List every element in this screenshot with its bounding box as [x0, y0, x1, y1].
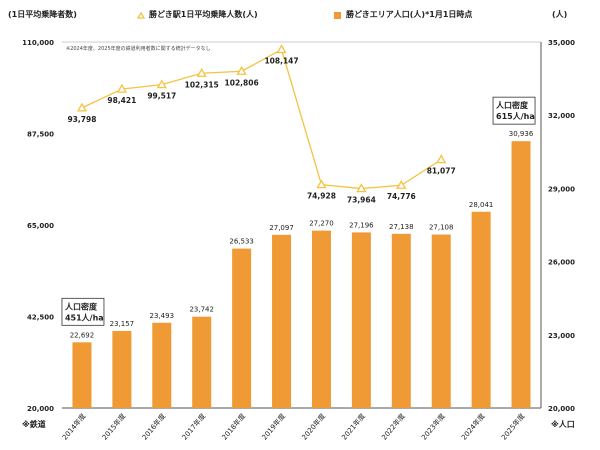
- line-point: [276, 44, 287, 54]
- x-tick-label: 2016年度: [140, 412, 167, 442]
- line-value-label: 108,147: [264, 57, 298, 66]
- line-value-label: 99,517: [147, 92, 176, 101]
- legend-bar-label: 勝どきエリア人口(人)*1月1日時点: [346, 9, 472, 19]
- line-point: [356, 183, 367, 193]
- line-value-label: 102,806: [225, 78, 259, 87]
- left-tick-label: 110,000: [22, 39, 54, 47]
- x-tick-label: 2019年度: [260, 412, 287, 442]
- bar: [112, 330, 132, 408]
- line-value-label: 102,315: [185, 80, 219, 89]
- line-point: [436, 154, 447, 164]
- legend-triangle-icon: [136, 11, 146, 19]
- left-footnote: ※鉄道: [22, 419, 46, 429]
- line-value-label: 81,077: [427, 167, 456, 176]
- bar-value-label: 23,742: [189, 306, 214, 314]
- x-tick-label: 2018年度: [220, 412, 247, 442]
- bar: [192, 316, 212, 408]
- right-tick-label: 35,000: [548, 39, 575, 47]
- bar-value-label: 27,108: [429, 224, 454, 232]
- bar-value-label: 23,493: [150, 312, 175, 320]
- annotation-text: 人口密度: [65, 301, 98, 311]
- bar: [391, 233, 411, 408]
- right-tick-label: 29,000: [548, 185, 575, 193]
- bar-value-label: 26,533: [229, 238, 254, 246]
- x-tick-label: 2015年度: [100, 412, 127, 442]
- annotation-text: 615人/ha: [496, 111, 535, 121]
- bar: [351, 232, 371, 408]
- right-tick-label: 32,000: [548, 112, 575, 120]
- right-tick-label: 20,000: [548, 405, 575, 413]
- annotation-text: 451人/ha: [65, 312, 104, 322]
- line-value-label: 74,776: [387, 192, 416, 201]
- line-point: [236, 65, 247, 75]
- bar: [152, 322, 172, 408]
- bar-value-label: 27,138: [389, 223, 414, 231]
- left-tick-label: 87,500: [27, 131, 54, 139]
- right-tick-label: 26,000: [548, 259, 575, 267]
- bar: [431, 234, 451, 408]
- right-axis-label: (人): [552, 9, 567, 19]
- legend-line-label: 勝どき駅1日平均乗降人数(人): [149, 9, 258, 19]
- line-series: [81, 48, 442, 190]
- bar: [72, 342, 92, 408]
- line-point: [316, 179, 327, 189]
- line-value-label: 73,964: [347, 196, 376, 205]
- left-tick-label: 20,000: [27, 405, 54, 413]
- line-point: [116, 83, 127, 93]
- line-point: [76, 102, 88, 112]
- line-point: [396, 179, 407, 189]
- x-tick-label: 2024年度: [459, 412, 486, 442]
- line-value-label: 98,421: [107, 96, 136, 105]
- bar: [272, 234, 292, 408]
- x-tick-label: 2023年度: [419, 412, 446, 442]
- legend-bar-swatch: [334, 12, 341, 19]
- x-tick-label: 2014年度: [60, 412, 87, 442]
- bar-value-label: 30,936: [509, 130, 534, 138]
- line-value-label: 74,928: [307, 192, 336, 201]
- x-tick-label: 2021年度: [340, 412, 367, 442]
- x-tick-label: 2025年度: [499, 412, 526, 442]
- left-tick-label: 65,000: [27, 222, 54, 230]
- bar-value-label: 28,041: [469, 201, 494, 209]
- bar-value-label: 27,270: [309, 220, 334, 228]
- bar: [311, 230, 331, 408]
- x-tick-label: 2017年度: [180, 412, 207, 442]
- x-tick-label: 2020年度: [300, 412, 327, 442]
- bar-value-label: 27,097: [269, 224, 294, 232]
- bar-value-label: 27,196: [349, 221, 374, 229]
- bar: [232, 248, 252, 408]
- left-tick-label: 42,500: [27, 314, 54, 322]
- annotation-box: [61, 297, 105, 326]
- annotation-text: 人口密度: [496, 100, 529, 110]
- bar: [471, 211, 491, 408]
- note: ※2024年度、2025年度の鉄道利用者数に関する統計データなし: [66, 45, 211, 52]
- x-tick-label: 2022年度: [379, 412, 406, 442]
- line-point: [156, 79, 167, 89]
- line-point: [196, 67, 207, 77]
- right-tick-label: 23,000: [548, 332, 575, 340]
- bar: [511, 141, 531, 408]
- annotation-box: [492, 96, 536, 125]
- right-footnote: ※人口: [551, 419, 575, 429]
- bar-value-label: 22,692: [70, 331, 95, 339]
- left-axis-label: (1日平均乗降者数): [8, 9, 77, 19]
- line-value-label: 93,798: [67, 115, 96, 124]
- bar-value-label: 23,157: [110, 320, 135, 328]
